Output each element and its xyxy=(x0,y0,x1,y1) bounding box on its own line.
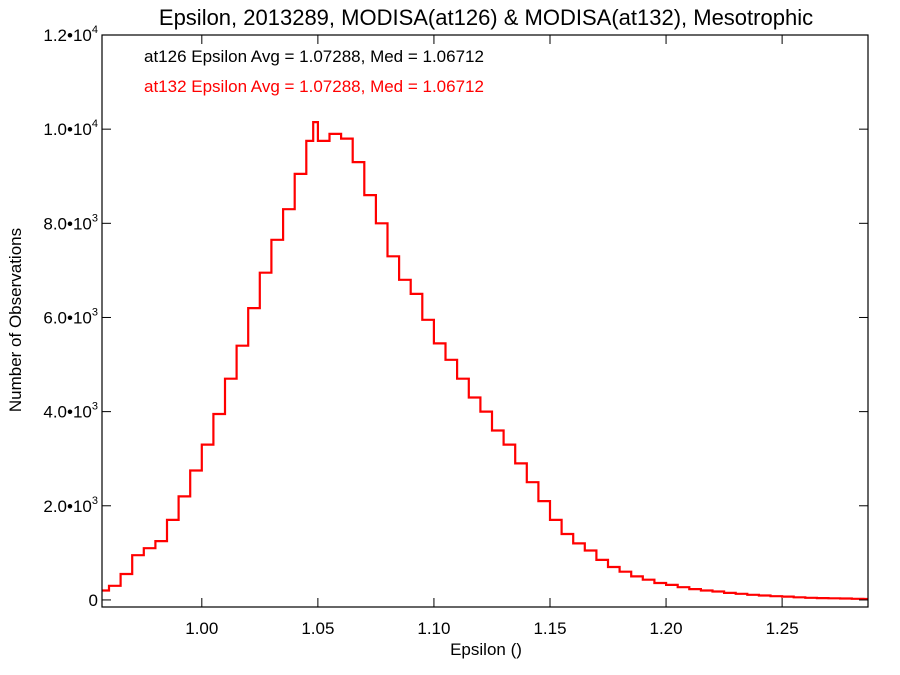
y-tick-label: 1.0•104 xyxy=(43,118,98,139)
annotation-at126: at126 Epsilon Avg = 1.07288, Med = 1.067… xyxy=(144,47,484,66)
x-axis-label: Epsilon () xyxy=(450,640,522,659)
y-axis-label: Number of Observations xyxy=(6,228,25,412)
x-tick-label: 1.05 xyxy=(301,619,334,638)
y-tick-label: 8.0•103 xyxy=(43,212,98,233)
annotations: at126 Epsilon Avg = 1.07288, Med = 1.067… xyxy=(144,47,484,96)
axes: 1.00 1.05 1.10 1.15 1.20 1.25 0 2.0•103 4.0•103 6… xyxy=(43,24,868,638)
y-tick-label: 1.2•104 xyxy=(43,24,98,45)
x-tick-label: 1.25 xyxy=(766,619,799,638)
x-tick-label: 1.10 xyxy=(417,619,450,638)
histogram-series-line xyxy=(102,121,868,601)
chart-title: Epsilon, 2013289, MODISA(at126) & MODISA… xyxy=(159,5,813,30)
y-tick-label: 4.0•103 xyxy=(43,401,98,422)
plot-area xyxy=(102,121,868,601)
plot-frame xyxy=(101,34,869,608)
y-tick-label: 2.0•103 xyxy=(43,495,98,516)
annotation-at132: at132 Epsilon Avg = 1.07288, Med = 1.067… xyxy=(144,77,484,96)
y-tick-label: 6.0•103 xyxy=(43,306,98,327)
x-tick-label: 1.20 xyxy=(650,619,683,638)
x-tick-label: 1.15 xyxy=(533,619,566,638)
y-tick-label: 0 xyxy=(89,591,98,610)
x-tick-label: 1.00 xyxy=(185,619,218,638)
